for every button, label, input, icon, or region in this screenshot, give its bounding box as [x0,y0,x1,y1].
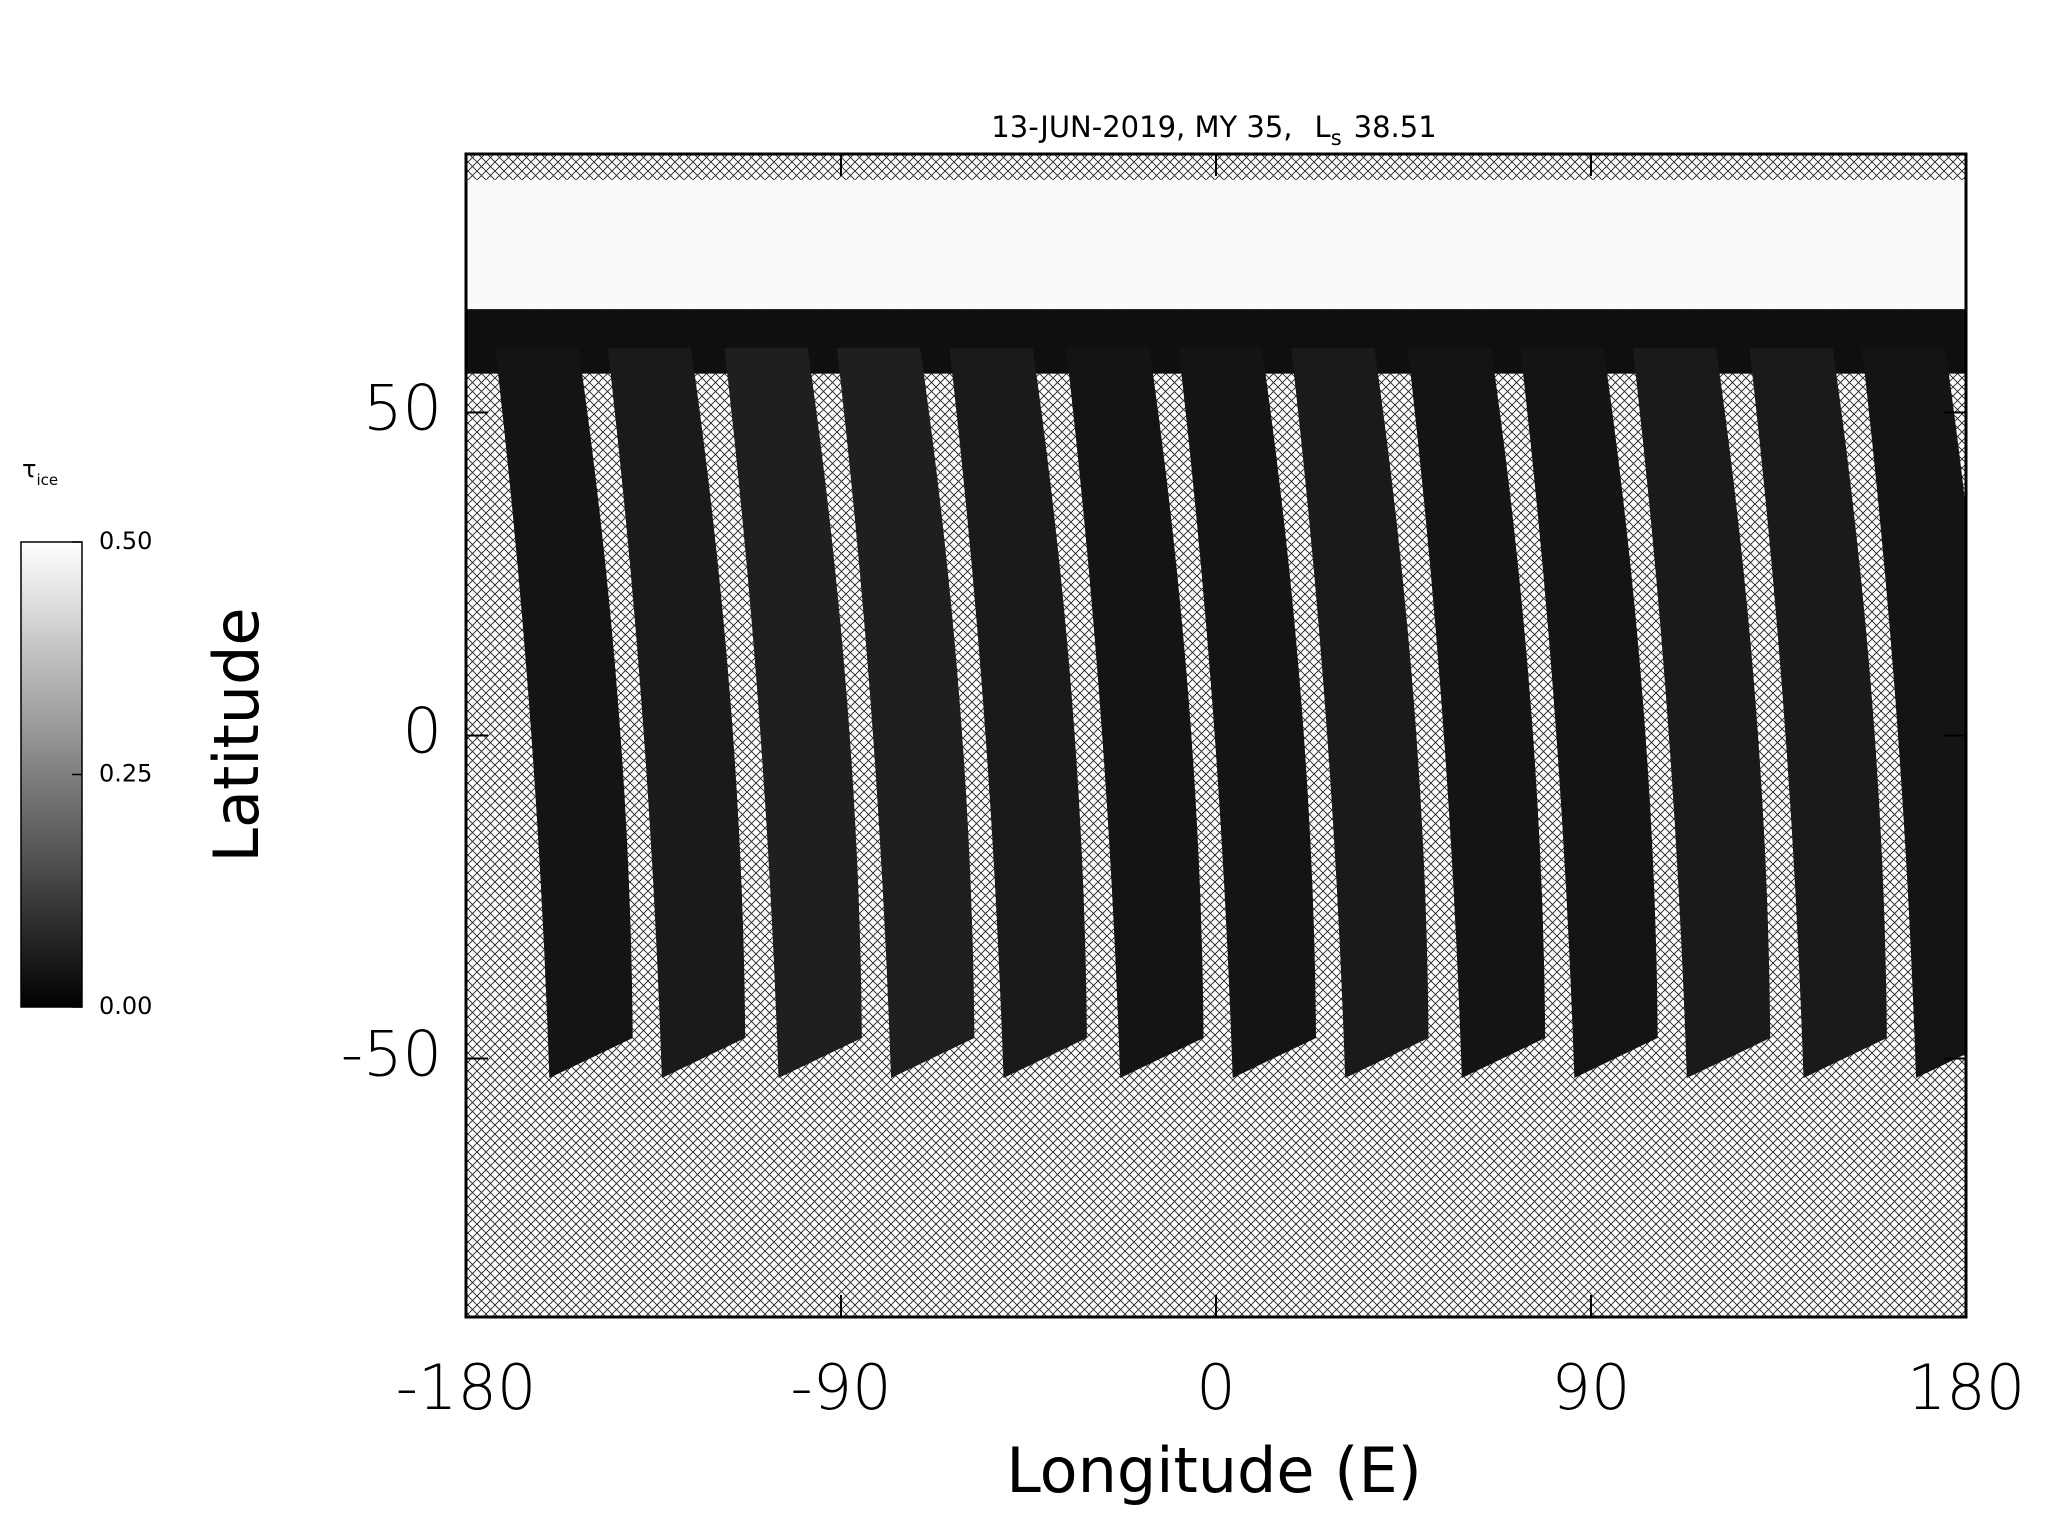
x-tick-label: 0 [1196,1351,1235,1424]
polar-cap [466,179,1966,310]
swath [607,347,746,1078]
swath [836,347,975,1078]
colorbar-subscript: ice [36,471,58,489]
colorbar-tick-label: 0.25 [99,760,152,788]
swath [1066,347,1204,1078]
colorbar-label: τice [22,455,58,489]
colorbar-tick-label: 0.50 [99,527,152,555]
swath [1407,347,1546,1078]
title-prefix: 13-JUN-2019, MY 35, [991,110,1292,144]
swath [949,347,1087,1078]
swath [724,347,862,1078]
title-value: 38.51 [1354,110,1437,144]
y-axis-label: Latitude [200,607,273,862]
y-tick-label: 0 [403,695,442,768]
x-tick-label: 90 [1552,1351,1631,1424]
colorbar [20,541,83,1008]
chart-title: 13-JUN-2019, MY 35, Ls 38.51 [991,110,1436,150]
colorbar-symbol: τ [22,455,36,483]
swath [1178,347,1316,1078]
swath [1291,347,1429,1078]
swath [1861,347,1966,1078]
y-tick-label: 50 [363,371,442,444]
swath [1749,347,1887,1078]
y-tick-label: -50 [341,1018,442,1091]
title-subscript: s [1331,126,1342,150]
swath [1520,347,1658,1078]
swath [1632,347,1771,1078]
title-symbol: L [1315,110,1331,144]
colorbar-tick-label: 0.00 [99,992,152,1020]
x-tick-label: -180 [396,1351,537,1424]
x-axis-label: Longitude (E) [1006,1434,1422,1507]
x-tick-label: -90 [790,1351,891,1424]
swath [495,347,633,1078]
map-layer [466,179,1966,1078]
x-tick-label: 180 [1907,1351,2025,1424]
